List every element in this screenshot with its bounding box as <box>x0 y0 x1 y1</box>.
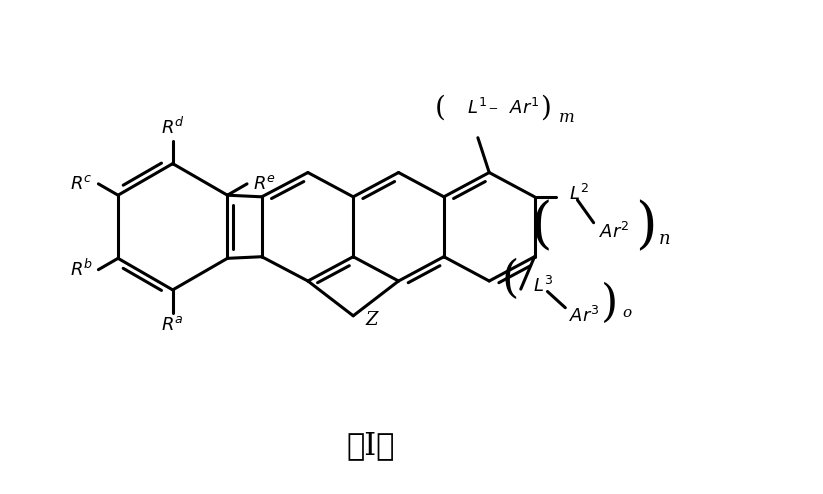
Text: $Ar^2$: $Ar^2$ <box>599 222 630 243</box>
Text: (: ( <box>435 94 445 121</box>
Text: $R^c$: $R^c$ <box>70 175 93 193</box>
Text: o: o <box>622 306 631 321</box>
Text: $R^b$: $R^b$ <box>70 259 93 280</box>
Text: –: – <box>488 99 497 117</box>
Text: (: ( <box>530 200 552 254</box>
Text: $R^d$: $R^d$ <box>160 117 184 138</box>
Text: $L^2$: $L^2$ <box>570 184 589 205</box>
Text: ): ) <box>601 282 618 325</box>
Text: ): ) <box>635 200 657 254</box>
Text: （I）: （I） <box>346 430 395 461</box>
Text: $L^1$: $L^1$ <box>467 98 486 118</box>
Text: Z: Z <box>365 311 378 329</box>
Text: m: m <box>559 109 574 126</box>
Text: $L^3$: $L^3$ <box>533 276 553 296</box>
Text: $R^a$: $R^a$ <box>161 316 184 334</box>
Text: $Ar^3$: $Ar^3$ <box>570 306 600 326</box>
Text: ): ) <box>540 94 551 121</box>
Text: $Ar^1$: $Ar^1$ <box>509 98 539 118</box>
Text: $R^e$: $R^e$ <box>253 175 276 193</box>
Text: n: n <box>658 230 670 248</box>
Text: (: ( <box>501 258 519 301</box>
